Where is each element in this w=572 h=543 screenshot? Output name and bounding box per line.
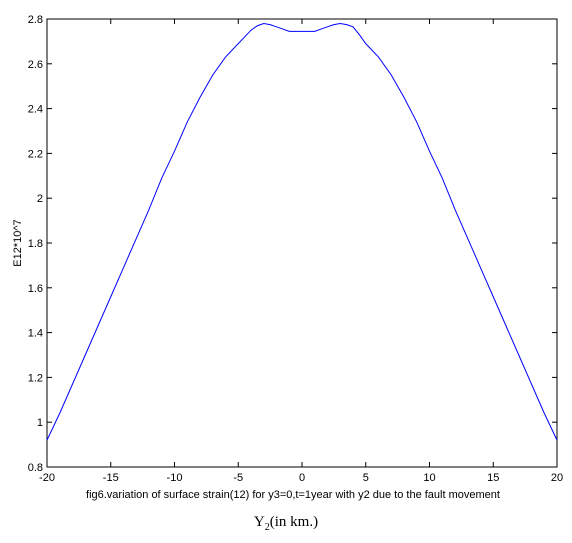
- y-tick-label: 0.8: [28, 462, 43, 474]
- x-tick-label: 10: [423, 472, 435, 484]
- y-tick-label: 2.6: [28, 59, 43, 71]
- y-tick-label: 2.2: [28, 148, 43, 160]
- figure-caption: fig6.variation of surface strain(12) for…: [86, 489, 500, 501]
- series-line: [46, 22, 558, 441]
- x-tick-label: -10: [167, 472, 183, 484]
- x-axis-label-rest: (in km.): [269, 514, 319, 530]
- x-tick-label: -5: [233, 472, 243, 484]
- x-tick-label: -15: [103, 472, 119, 484]
- y-axis-label: E12*10^7: [12, 219, 24, 266]
- plot-area-frame: [46, 18, 558, 468]
- x-tick-label: 15: [487, 472, 499, 484]
- x-axis-ticks: -20 -15 -10 -5 0 5 10 15 20: [39, 19, 563, 484]
- y-tick-label: 1.2: [28, 372, 43, 384]
- x-axis-label-main: Y: [253, 514, 265, 530]
- y-tick-label: 2.8: [28, 14, 43, 26]
- x-tick-label: 20: [551, 472, 563, 484]
- y-tick-label: 1.8: [28, 238, 43, 250]
- y-axis-ticks: 0.8 1 1.2 1.4 1.6 1.8 2 2.2 2.4 2.6 2.8: [28, 14, 557, 474]
- y-tick-label: 2.4: [28, 104, 43, 116]
- x-tick-label: 5: [363, 472, 369, 484]
- x-tick-label: -20: [39, 472, 55, 484]
- y-tick-label: 2: [37, 193, 43, 205]
- x-tick-label: 0: [299, 472, 305, 484]
- y-tick-label: 1: [37, 417, 43, 429]
- x-axis-label-sub: 2: [264, 522, 270, 533]
- x-axis-label: Y2(in km.): [0, 514, 572, 533]
- y-tick-label: 1.4: [28, 328, 43, 340]
- y-tick-label: 1.6: [28, 283, 43, 295]
